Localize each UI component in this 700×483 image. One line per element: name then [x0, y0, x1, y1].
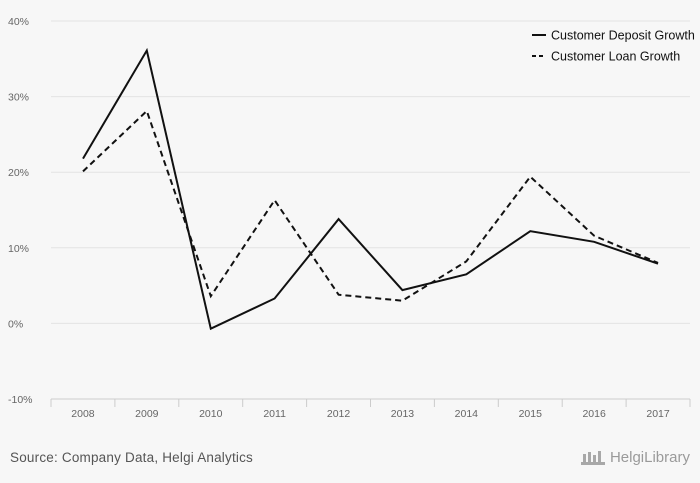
brand-logo: HelgiLibrary — [580, 448, 690, 466]
x-tick-label: 2012 — [327, 408, 351, 420]
legend-label: Customer Deposit Growth — [551, 29, 695, 43]
legend: Customer Deposit Growth Customer Loan Gro… — [532, 29, 695, 64]
library-logo-icon — [580, 451, 605, 465]
x-tick-label: 2013 — [391, 408, 415, 420]
x-tick-label: 2017 — [646, 408, 670, 420]
y-axis-ticks: -10% 0% 10% 20% 30% 40% — [8, 16, 33, 406]
brand-name: HelgiLibrary — [609, 448, 690, 466]
x-tick-label: 2014 — [455, 408, 479, 420]
series-line-customer-deposit-growth — [82, 47, 659, 331]
grid-lines — [51, 20, 690, 324]
x-tick-label: 2010 — [199, 408, 223, 420]
y-tick-label: 10% — [8, 243, 29, 255]
y-tick-label: -10% — [8, 394, 33, 406]
y-tick-label: 40% — [8, 16, 29, 28]
y-tick-label: 20% — [8, 167, 29, 179]
x-tick-label: 2011 — [263, 408, 286, 420]
footer: Source: Company Data, Helgi Analytics He… — [0, 436, 700, 483]
series-lines — [82, 47, 659, 331]
legend-label: Customer Loan Growth — [551, 50, 680, 64]
x-tick-label: 2009 — [135, 408, 159, 420]
y-tick-label: 0% — [8, 318, 23, 330]
y-tick-label: 30% — [8, 92, 29, 104]
series-line-customer-loan-growth — [82, 109, 659, 302]
x-tick-label: 2008 — [71, 408, 95, 420]
x-tick-label: 2015 — [519, 408, 543, 420]
x-tick-label: 2016 — [582, 408, 606, 420]
x-axis: 2008 2009 2010 2011 2012 2013 2014 2015 2016 2017 — [50, 398, 691, 420]
source-text: Source: Company Data, Helgi Analytics — [10, 450, 254, 465]
